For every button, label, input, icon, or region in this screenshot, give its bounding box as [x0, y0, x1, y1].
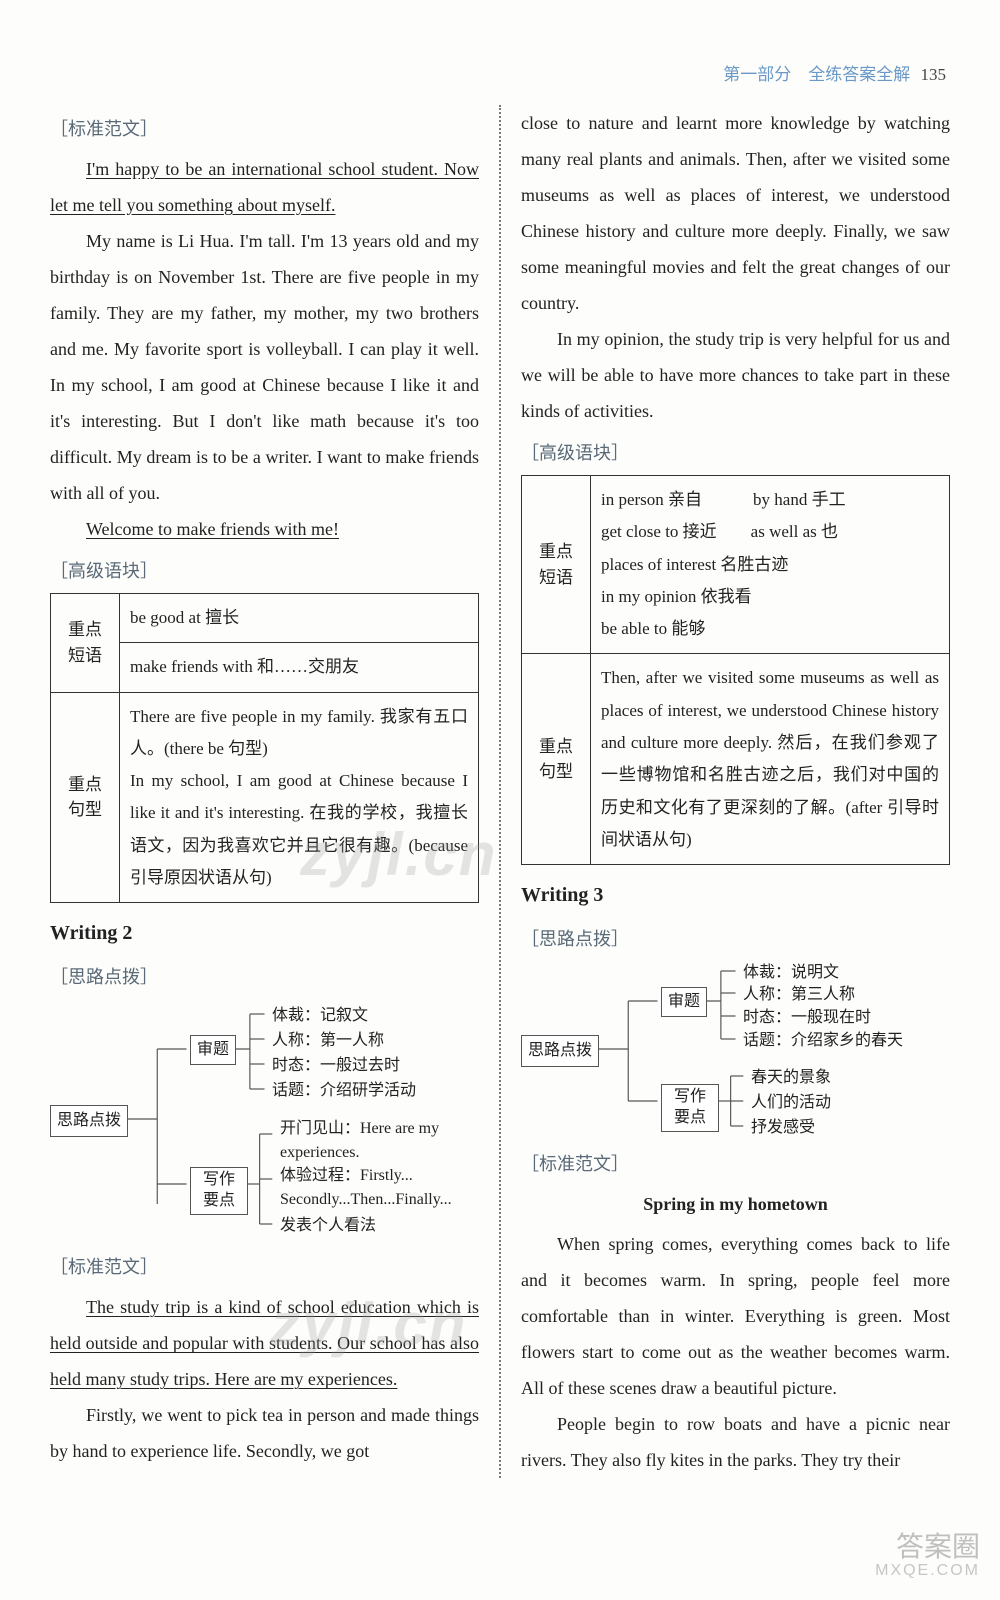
tbl2-r2-label: 重点句型: [522, 654, 591, 865]
tree2-n2: 写作要点: [661, 1084, 719, 1132]
left-column: ［标准范文］ I'm happy to be an international …: [50, 105, 479, 1478]
tree2-l5: 春天的景象: [751, 1066, 831, 1090]
tree2-l1: 体裁：说明文: [743, 961, 839, 985]
tree2-root: 思路点拨: [521, 1035, 599, 1067]
essay2-body: Firstly, we went to pick tea in person a…: [50, 1397, 479, 1469]
tbl1-r1-label: 重点短语: [51, 594, 120, 693]
label-think-1: ［思路点拨］: [50, 959, 479, 995]
tree1-n2: 写作要点: [190, 1167, 248, 1215]
corner-line1: 答案圈: [896, 1531, 980, 1562]
tree1-root: 思路点拨: [50, 1105, 128, 1137]
tree1-l4: 话题：介绍研学活动: [272, 1079, 416, 1103]
section-title: 第一部分 全练答案全解: [723, 65, 910, 84]
label-blocks-1: ［高级语块］: [50, 553, 479, 589]
essay2-continue-1: close to nature and learnt more knowledg…: [521, 105, 950, 321]
right-column: close to nature and learnt more knowledg…: [521, 105, 950, 1478]
essay3-p2: People begin to row boats and have a pic…: [521, 1406, 950, 1478]
tbl1-r2: There are five people in my family. 我家有五…: [120, 692, 479, 903]
essay1-closing: Welcome to make friends with me!: [50, 511, 479, 547]
mindmap-1: 思路点拨 审题 写作要点 体裁：记叙文 人称：第一人称 时态：一般过去时 话题：…: [50, 999, 479, 1239]
tree2-l6: 人们的活动: [751, 1091, 831, 1115]
tbl2-r2: Then, after we visited some museums as w…: [591, 654, 950, 865]
essay2-continue-2: In my opinion, the study trip is very he…: [521, 321, 950, 429]
tree2-n1: 审题: [661, 987, 707, 1017]
tree2-l4: 话题：介绍家乡的春天: [743, 1029, 903, 1053]
corner-line2: MXQE.COM: [875, 1562, 980, 1580]
essay1-intro: I'm happy to be an international school …: [50, 151, 479, 223]
essay1-body: My name is Li Hua. I'm tall. I'm 13 year…: [50, 223, 479, 511]
tree1-l5: 开门见山：Here are my experiences.: [280, 1117, 490, 1165]
page-number: 135: [921, 65, 947, 84]
essay3-title: Spring in my hometown: [521, 1186, 950, 1222]
tree1-l2: 人称：第一人称: [272, 1029, 384, 1053]
label-model-essay-2: ［标准范文］: [50, 1249, 479, 1285]
tbl2-r1: in person 亲自 by hand 手工 get close to 接近 …: [591, 476, 950, 654]
vocab-table-1: 重点短语 be good at 擅长 make friends with 和………: [50, 593, 479, 903]
page-header: 第一部分 全练答案全解 135: [50, 60, 950, 85]
tree2-l3: 时态：一般现在时: [743, 1006, 871, 1030]
tbl1-r2-label: 重点句型: [51, 692, 120, 903]
tbl1-r1a: be good at 擅长: [120, 594, 479, 643]
tree2-l7: 抒发感受: [751, 1116, 815, 1140]
tree2-l2: 人称：第三人称: [743, 983, 855, 1007]
vocab-table-2: 重点短语 in person 亲自 by hand 手工 get close t…: [521, 475, 950, 865]
tbl2-r1-label: 重点短语: [522, 476, 591, 654]
column-divider: [499, 105, 501, 1478]
essay2-intro: The study trip is a kind of school educa…: [50, 1289, 479, 1397]
writing3-heading: Writing 3: [521, 875, 950, 915]
mindmap-2: 思路点拨 审题 写作要点 体裁：说明文 人称：第三人称 时态：一般现在时 话题：…: [521, 961, 950, 1136]
writing2-heading: Writing 2: [50, 913, 479, 953]
tree1-l7: 发表个人看法: [280, 1214, 376, 1238]
label-blocks-2: ［高级语块］: [521, 435, 950, 471]
tree1-l6: 体验过程：Firstly... Secondly...Then...Finall…: [280, 1164, 490, 1212]
essay3-p1: When spring comes, everything comes back…: [521, 1226, 950, 1406]
label-model-essay-3: ［标准范文］: [521, 1146, 950, 1182]
tbl1-r1b: make friends with 和……交朋友: [120, 643, 479, 692]
tree1-n1: 审题: [190, 1035, 236, 1065]
label-model-essay: ［标准范文］: [50, 111, 479, 147]
corner-watermark: 答案圈 MXQE.COM: [875, 1532, 980, 1580]
tree1-l1: 体裁：记叙文: [272, 1004, 368, 1028]
tree1-l3: 时态：一般过去时: [272, 1054, 400, 1078]
label-think-2: ［思路点拨］: [521, 921, 950, 957]
